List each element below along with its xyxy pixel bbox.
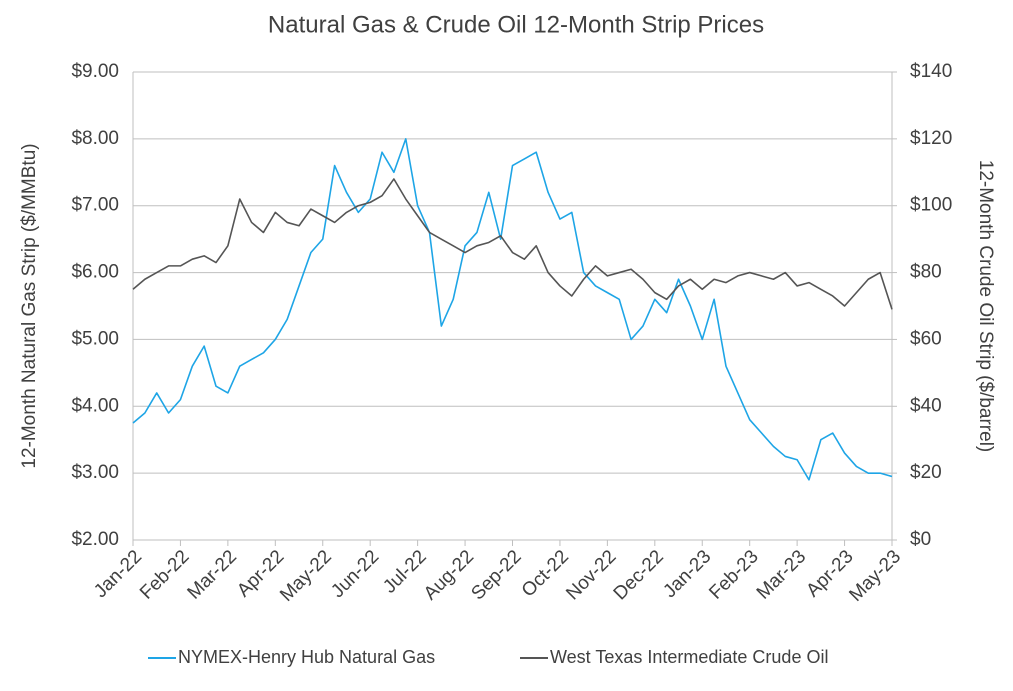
x-tick-label: May-23 bbox=[845, 546, 905, 606]
y-tick-label: $4.00 bbox=[71, 395, 119, 416]
x-tick-label: Feb-23 bbox=[705, 546, 762, 603]
x-tick-label: Dec-22 bbox=[610, 546, 668, 604]
x-tick-label: Aug-22 bbox=[420, 546, 478, 604]
y-axis-title: 12-Month Natural Gas Strip ($/MMBtu) bbox=[19, 143, 40, 468]
legend-label: NYMEX-Henry Hub Natural Gas bbox=[178, 647, 435, 667]
x-tick-label: Mar-23 bbox=[753, 546, 810, 603]
y2-axis-title: 12-Month Crude Oil Strip ($/barrel) bbox=[975, 160, 996, 453]
y2-tick-label: $40 bbox=[910, 395, 942, 416]
y-tick-label: $8.00 bbox=[71, 128, 119, 149]
y-tick-label: $7.00 bbox=[71, 195, 119, 216]
y-tick-label: $9.00 bbox=[71, 61, 119, 82]
y2-tick-label: $20 bbox=[910, 462, 942, 483]
y2-tick-label: $140 bbox=[910, 61, 952, 82]
legend-label: West Texas Intermediate Crude Oil bbox=[550, 647, 828, 667]
y2-tick-label: $80 bbox=[910, 262, 942, 283]
y-tick-label: $5.00 bbox=[71, 328, 119, 349]
y2-tick-label: $120 bbox=[910, 128, 952, 149]
y2-tick-label: $100 bbox=[910, 195, 952, 216]
series-line bbox=[132, 138, 893, 481]
x-tick-label: Jan-23 bbox=[659, 546, 715, 602]
chart-title: Natural Gas & Crude Oil 12-Month Strip P… bbox=[268, 11, 764, 38]
x-tick-label: Mar-22 bbox=[184, 546, 241, 603]
x-tick-label: Feb-22 bbox=[136, 546, 193, 603]
y-tick-label: $3.00 bbox=[71, 462, 119, 483]
y-tick-label: $2.00 bbox=[71, 529, 119, 550]
x-tick-label: Sep-22 bbox=[467, 546, 525, 604]
y2-tick-label: $60 bbox=[910, 328, 942, 349]
x-tick-label: May-22 bbox=[276, 546, 336, 606]
y-tick-label: $6.00 bbox=[71, 262, 119, 283]
y2-tick-label: $0 bbox=[910, 529, 931, 550]
x-tick-label: Jun-22 bbox=[327, 546, 383, 602]
x-tick-label: Nov-22 bbox=[562, 546, 620, 604]
series-line bbox=[132, 178, 893, 310]
x-tick-label: Jan-22 bbox=[90, 546, 146, 602]
